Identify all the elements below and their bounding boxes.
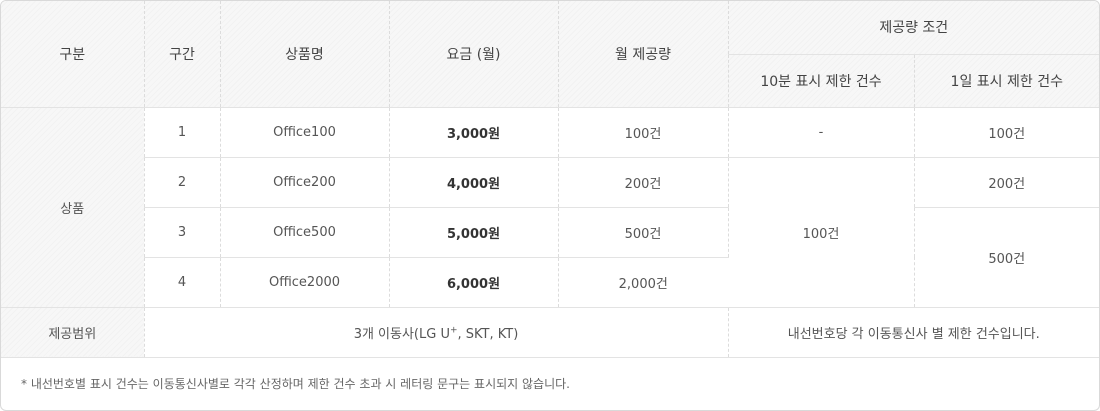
table-row: 4 Office2000 6,000원 2,000건 bbox=[1, 257, 1099, 308]
header-tier: 구간 bbox=[144, 1, 221, 108]
cell-quota: 100건 bbox=[558, 107, 729, 158]
cell-limit-10min-merged: 100건 bbox=[728, 157, 915, 308]
cell-price: 4,000원 bbox=[389, 157, 559, 208]
footnote: * 내선번호별 표시 건수는 이동통신사별로 각각 산정하며 제한 건수 초과 … bbox=[21, 377, 570, 392]
cell-quota: 200건 bbox=[558, 157, 729, 208]
cell-product-name: Office2000 bbox=[220, 257, 390, 308]
table-row: 상품 1 Office100 3,000원 100건 - 100건 bbox=[1, 107, 1099, 308]
cell-quota: 2,000건 bbox=[558, 257, 728, 308]
cell-product-name: Office100 bbox=[220, 107, 390, 158]
cell-price: 3,000원 bbox=[389, 107, 559, 158]
header-limit-10min: 10분 표시 제한 건수 bbox=[728, 54, 915, 108]
cell-tier: 1 bbox=[144, 107, 221, 158]
table-row: 3 Office500 5,000원 500건 500건 bbox=[1, 207, 1099, 308]
cell-tier: 4 bbox=[144, 257, 221, 308]
table-row: 2 Office200 4,000원 200건 100건 200건 bbox=[1, 157, 1099, 308]
header-product-name: 상품명 bbox=[220, 1, 390, 108]
header-category: 구분 bbox=[1, 1, 145, 108]
header-fee: 요금 (월) bbox=[389, 1, 559, 108]
scope-note: 내선번호당 각 이동통신사 별 제한 건수입니다. bbox=[728, 307, 1099, 358]
cell-limit-10min: - bbox=[728, 107, 915, 158]
scope-carriers-prefix: 3개 이동사(LG U bbox=[353, 326, 450, 342]
cell-product-name: Office200 bbox=[220, 157, 390, 208]
header-condition-group: 제공량 조건 bbox=[728, 1, 1099, 55]
scope-carriers: 3개 이동사(LG U+, SKT, KT) bbox=[144, 307, 729, 358]
scope-carriers-suffix: , SKT, KT) bbox=[457, 326, 519, 342]
scope-label: 제공범위 bbox=[1, 307, 145, 358]
cell-price: 5,000원 bbox=[389, 207, 559, 258]
cell-price: 6,000원 bbox=[389, 257, 559, 308]
cell-limit-1day-merged: 500건 bbox=[914, 207, 1099, 308]
header-monthly-quota: 월 제공량 bbox=[558, 1, 729, 108]
row-group-label: 상품 bbox=[1, 107, 145, 308]
header-limit-1day: 1일 표시 제한 건수 bbox=[914, 54, 1099, 108]
cell-limit-1day: 100건 bbox=[914, 107, 1099, 158]
cell-product-name: Office500 bbox=[220, 207, 390, 258]
scope-carriers-sup: + bbox=[449, 325, 458, 336]
cell-limit-1day: 200건 bbox=[914, 157, 1099, 208]
scope-row: 제공범위 3개 이동사(LG U+, SKT, KT) 내선번호당 각 이동통신… bbox=[1, 307, 1099, 358]
cell-tier: 2 bbox=[144, 157, 221, 208]
cell-quota: 500건 bbox=[558, 207, 729, 258]
footnote-row: * 내선번호별 표시 건수는 이동통신사별로 각각 산정하며 제한 건수 초과 … bbox=[1, 357, 1099, 410]
cell-tier: 3 bbox=[144, 207, 221, 258]
